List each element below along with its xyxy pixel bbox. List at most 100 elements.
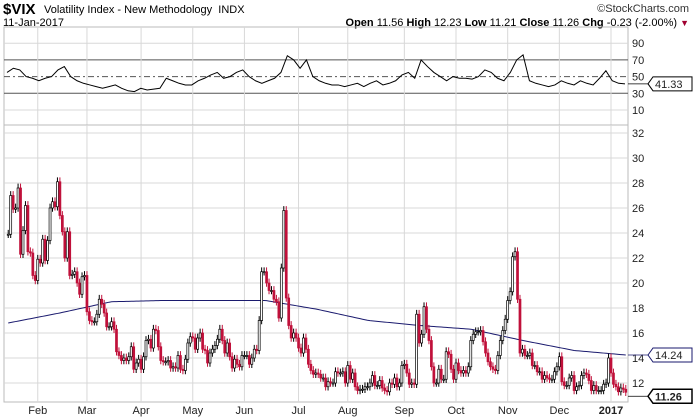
candle-body (112, 321, 116, 330)
rsi-tick-label: 50 (632, 72, 644, 84)
candle-body (388, 382, 391, 393)
ma-last-value: 14.24 (655, 350, 683, 362)
candle-body (614, 383, 618, 388)
price-tick-label: 20 (632, 278, 644, 290)
candle-body (434, 382, 438, 385)
candle-body (523, 348, 527, 356)
candle-body (139, 358, 143, 370)
candle-body (385, 390, 389, 393)
candle-body (479, 330, 482, 333)
candle-body (70, 273, 74, 276)
candle-body (230, 356, 234, 369)
candle-body (459, 370, 463, 374)
candle-body (46, 240, 49, 261)
rsi-tick-label: 30 (632, 88, 644, 100)
candle-body (19, 187, 22, 255)
candle-body (31, 252, 35, 276)
candle-body (188, 336, 192, 344)
x-tick-label: Jun (236, 405, 254, 417)
candle-body (142, 356, 145, 370)
candle-body (402, 363, 406, 366)
candle-body (469, 340, 473, 368)
rsi-tick-label: 10 (632, 105, 644, 117)
candle-body (609, 357, 613, 374)
candle-body (580, 375, 583, 386)
ma-last-value-box (647, 347, 693, 363)
candle-body (124, 357, 128, 361)
candle-body (90, 320, 94, 323)
candle-body (100, 298, 104, 305)
x-tick-label: 2017 (599, 405, 623, 417)
candle-body (201, 332, 204, 350)
candle-body (471, 333, 475, 341)
close-last-value-box (647, 388, 693, 404)
candle-body (243, 355, 246, 357)
candle-body (395, 377, 399, 388)
candle-body (575, 386, 578, 391)
candle-body (341, 371, 345, 374)
candle-body (213, 345, 217, 350)
candle-body (452, 368, 455, 380)
candle-body (486, 352, 490, 363)
candle-body (474, 331, 478, 335)
price-tick-label: 28 (632, 178, 644, 190)
copyright: ©StockCharts.com (597, 3, 689, 15)
low-label: Low (464, 17, 487, 29)
candle-body (176, 355, 180, 369)
candle-body (115, 328, 118, 353)
candle-body (33, 275, 37, 281)
candle-body (621, 387, 625, 390)
candle-body (80, 276, 84, 295)
candle-body (156, 330, 160, 348)
candle-body (110, 321, 113, 328)
candle-body (29, 251, 32, 254)
candle-body (366, 386, 369, 389)
exchange: INDX (218, 4, 245, 16)
candle-body (432, 366, 436, 384)
candle-body (329, 381, 332, 384)
candle-body (521, 348, 524, 354)
candle-body (6, 233, 10, 236)
candle-body (265, 271, 268, 284)
candle-body (307, 348, 310, 365)
low-value: 11.21 (489, 17, 517, 29)
chart-date: 11-Jan-2017 (3, 17, 64, 29)
candle-body (594, 385, 598, 391)
candle-body (538, 371, 542, 374)
candle-body (95, 313, 99, 323)
candle-body (457, 362, 460, 371)
candle-body (361, 388, 364, 391)
candle-body (447, 351, 450, 355)
candle-body (247, 355, 251, 365)
candle-body (555, 366, 559, 373)
candle-body (235, 358, 239, 365)
candle-body (371, 375, 374, 384)
candle-body (117, 351, 121, 356)
x-tick-label: Nov (498, 405, 518, 417)
close-label: Close (519, 17, 550, 29)
rsi-last-value: 41.33 (655, 79, 683, 91)
price-tick-label: 16 (632, 328, 644, 340)
candle-body (257, 320, 261, 351)
candle-body (430, 340, 433, 368)
candle-body (466, 366, 470, 374)
candle-body (198, 332, 202, 339)
candle-body (56, 181, 59, 208)
candle-body (321, 377, 325, 380)
candle-body (530, 352, 534, 366)
candle-body (439, 368, 443, 380)
candle-body (324, 377, 327, 388)
candle-body (196, 337, 200, 350)
candle-body (9, 195, 13, 235)
candle-body (289, 325, 293, 339)
candle-body (496, 355, 500, 371)
candle-body (444, 351, 448, 380)
candle-body (78, 282, 81, 295)
candle-body (619, 387, 623, 393)
candle-body (186, 342, 190, 360)
candle-body (351, 372, 355, 380)
candle-body (535, 365, 539, 373)
candle-body (425, 306, 428, 330)
candle-body (560, 356, 564, 383)
high-label: High (406, 17, 431, 29)
